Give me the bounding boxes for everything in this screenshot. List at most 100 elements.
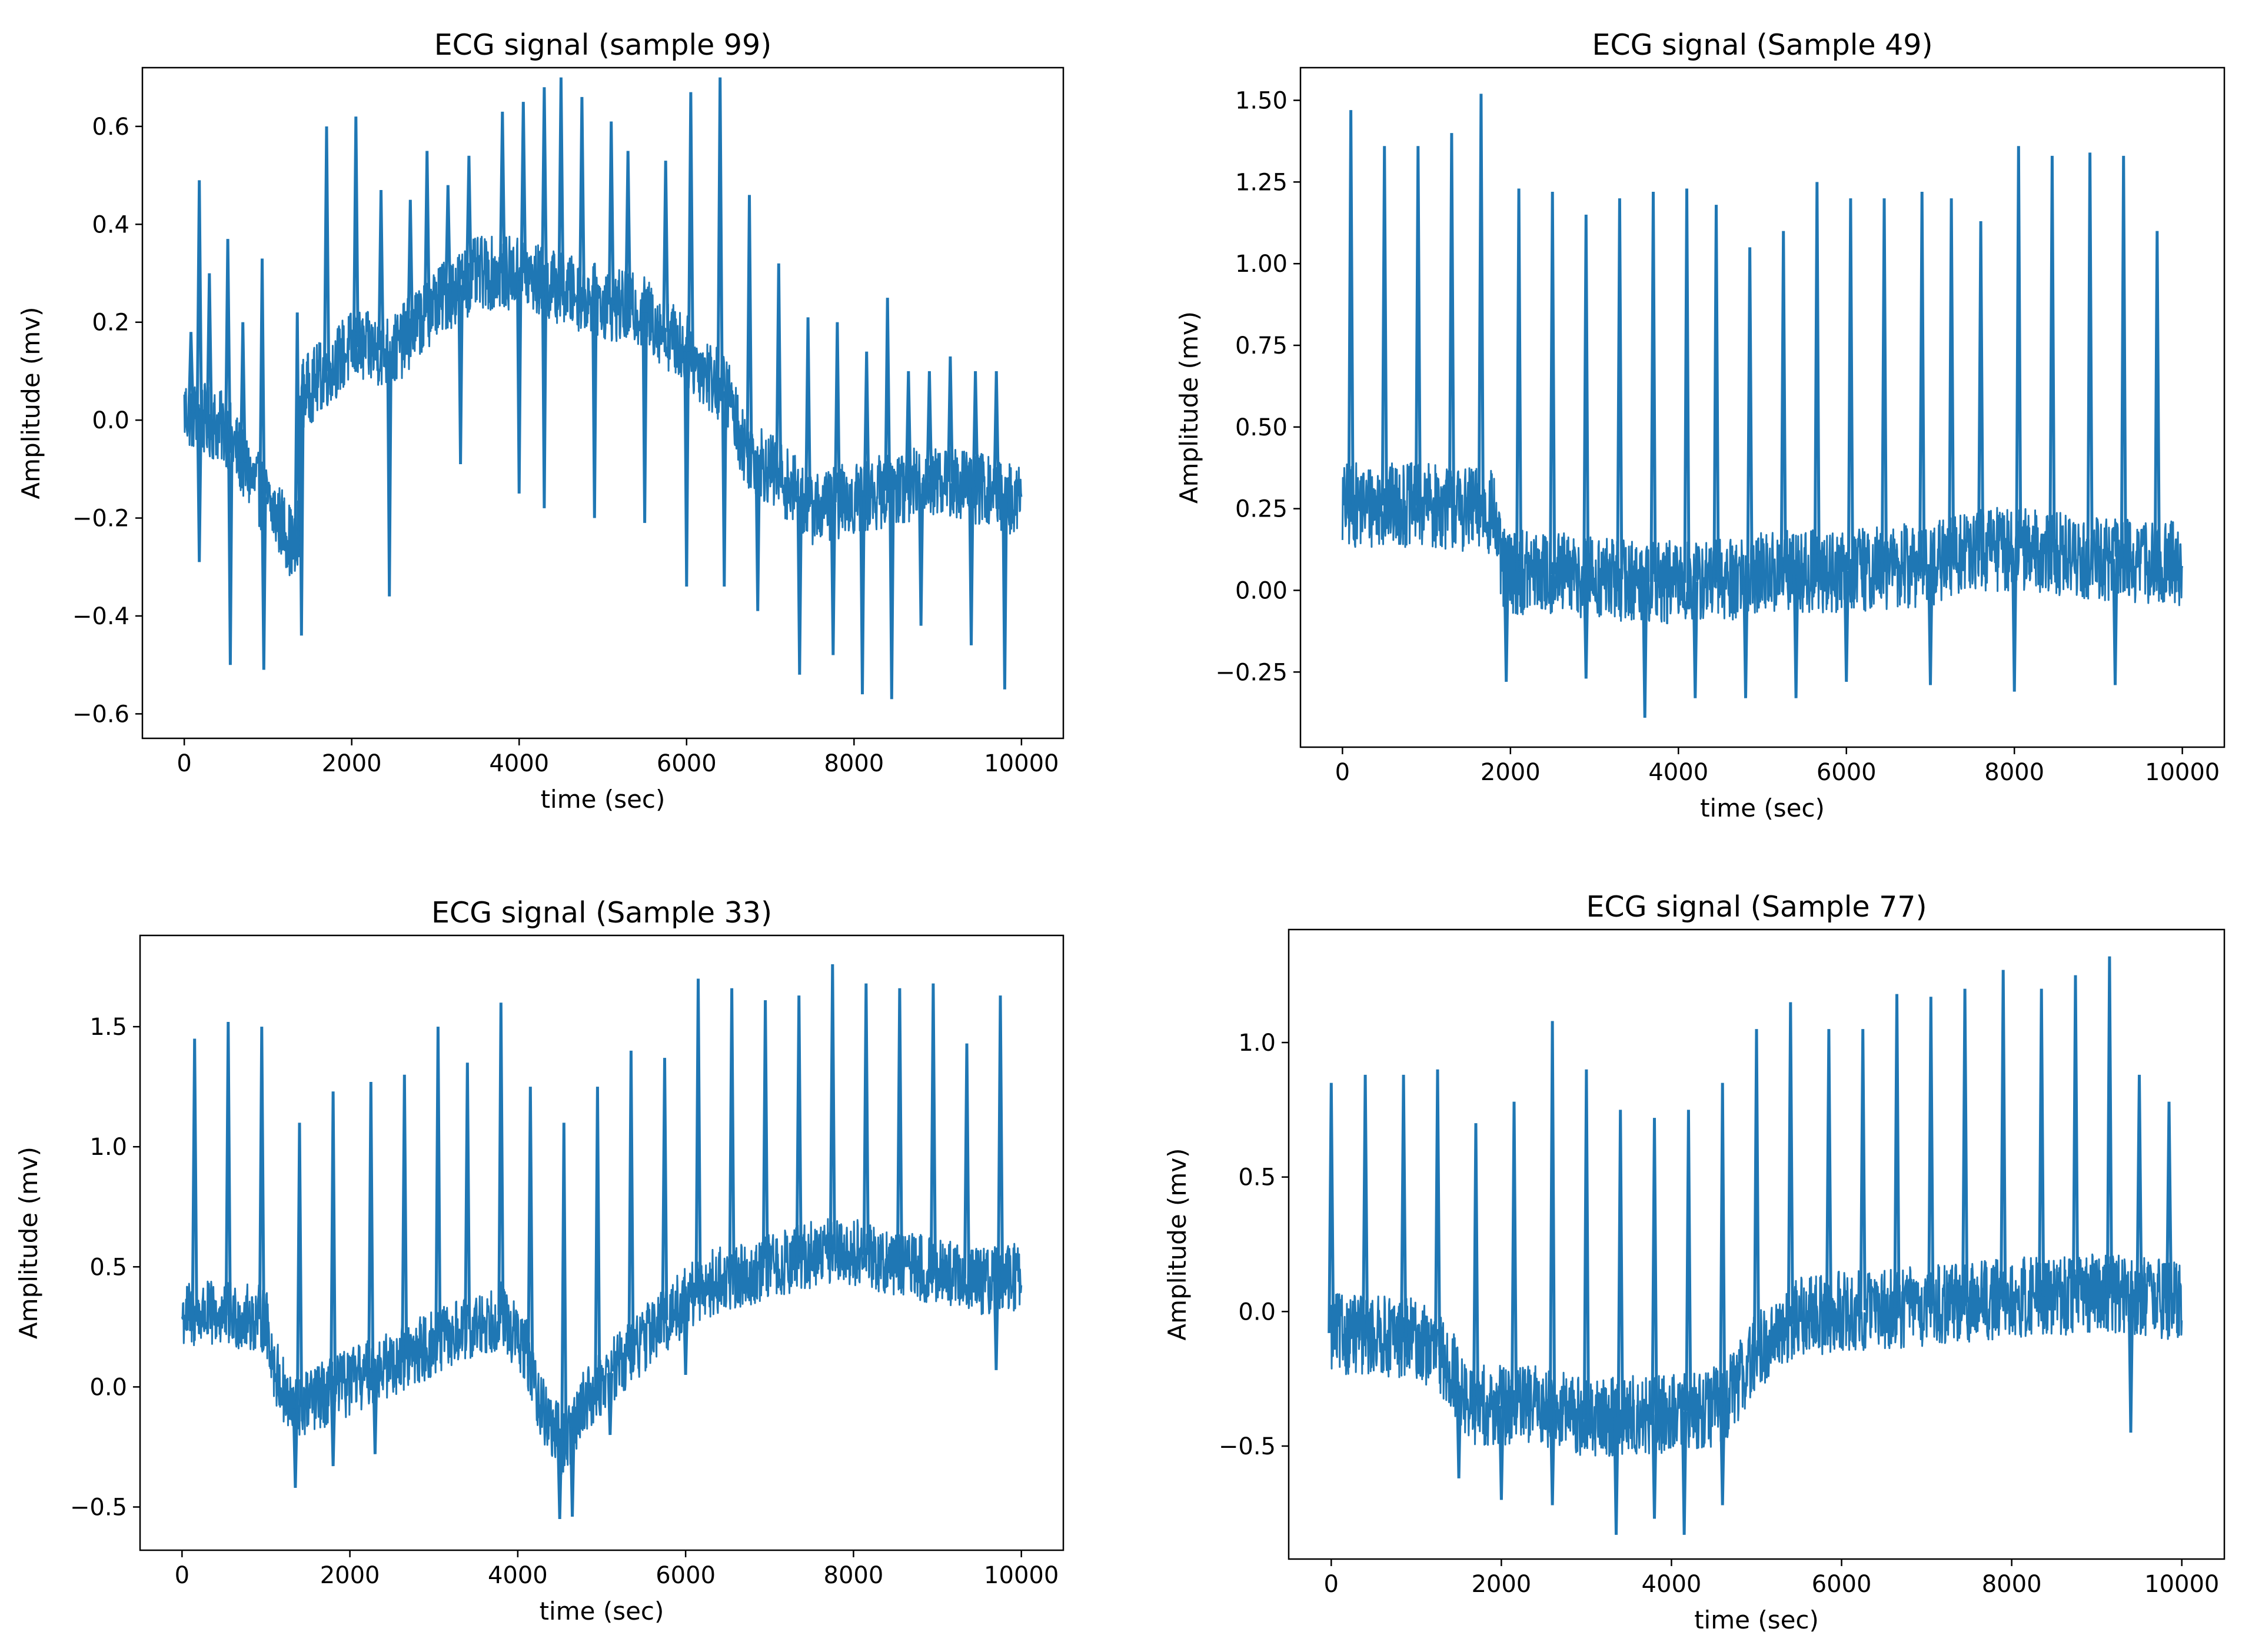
ecg-trough-6 [607, 1373, 614, 1435]
ecg-trough-1 [196, 417, 203, 562]
ecg-peak-6 [1510, 1101, 1518, 1406]
y-tick-label: 0.5 [89, 1254, 127, 1281]
ecg-peak-35 [993, 371, 1000, 495]
ecg-peak-11 [1685, 1110, 1692, 1411]
ecg-peak-28 [833, 322, 841, 502]
ecg-peak-7 [1549, 191, 1556, 575]
ecg-trough-15 [830, 503, 837, 655]
y-axis-label: Amplitude (mv) [1163, 1148, 1192, 1340]
ecg-peak-16 [694, 978, 702, 1290]
ecg-peak-18 [1927, 997, 1935, 1306]
ecg-peak-25 [746, 195, 753, 453]
ecg-peak-26 [775, 263, 783, 477]
ecg-peak-24 [2120, 155, 2127, 560]
ecg-trough-10 [641, 312, 648, 523]
y-tick-label: 0.00 [1235, 577, 1288, 604]
ecg-trough-8 [1927, 564, 1934, 685]
y-tick-label: −0.4 [72, 603, 129, 630]
ecg-peak-12 [1712, 205, 1720, 579]
ecg-peak-8 [1582, 214, 1590, 577]
ecg-trough-3 [372, 1370, 378, 1454]
ecg-trough-16 [859, 496, 866, 695]
ecg-peak-15 [1825, 1029, 1832, 1314]
ecg-trough-12 [721, 391, 728, 587]
ecg-peak-15 [498, 111, 506, 274]
ecg-peak-8 [434, 1027, 442, 1342]
x-axis-label: time (sec) [1700, 794, 1825, 822]
subplot-1: 0 2000 4000 6000 8000 10000 −0.6 −0.4 −0.2 0.0 0.2… [16, 28, 1065, 814]
ecg-trough-3 [261, 497, 267, 670]
ecg-peak-17 [1880, 198, 1888, 568]
ecg-peak-14 [1779, 231, 1787, 574]
ecg-peak-22 [2048, 155, 2056, 552]
ecg-peak-25 [2165, 1101, 2173, 1300]
ecg-signal-line [183, 235, 1023, 577]
plot-title: ECG signal (Sample 33) [431, 896, 772, 930]
ecg-peak-9 [464, 1063, 471, 1330]
ecg-peak-20 [2000, 970, 2007, 1299]
ecg-peak-19 [578, 96, 586, 296]
ecg-peak-10 [1651, 1118, 1658, 1415]
y-tick-label: 0.2 [92, 309, 129, 337]
ecg-peak-7 [1549, 1021, 1556, 1408]
ecg-peak-32 [926, 371, 933, 481]
ecg-trough-5 [386, 351, 392, 597]
ecg-peak-12 [423, 151, 431, 313]
ecg-peak-11 [1683, 188, 1691, 583]
ecg-peak-21 [624, 151, 632, 309]
ecg-peak-20 [829, 964, 836, 1249]
ecg-peak-7 [401, 1074, 408, 1357]
y-tick-label: 0.50 [1235, 414, 1288, 441]
x-tick-label: 2000 [1471, 1571, 1531, 1598]
x-tick-label: 0 [175, 1562, 189, 1589]
ecg-trough-6 [1681, 1411, 1688, 1535]
ecg-peak-5 [330, 1091, 337, 1391]
x-tick-label: 2000 [1481, 759, 1541, 786]
ecg-peak-22 [662, 161, 670, 332]
y-tick-label: 1.00 [1235, 251, 1288, 278]
ecg-peak-18 [1918, 191, 1926, 565]
ecg-peak-8 [1582, 1069, 1590, 1420]
ecg-peak-12 [1719, 1083, 1727, 1406]
y-tick-label: −0.5 [70, 1494, 127, 1521]
ecg-trough-11 [683, 351, 690, 587]
ecg-trough-7 [682, 1301, 689, 1375]
ecg-peak-13 [1752, 1029, 1761, 1352]
x-tick-label: 6000 [657, 750, 717, 777]
plot-title: ECG signal (sample 99) [434, 28, 772, 62]
x-tick-label: 4000 [489, 750, 549, 777]
ecg-trough-9 [591, 299, 598, 518]
ecg-peak-14 [465, 155, 473, 279]
ecg-peak-25 [997, 995, 1004, 1279]
ecg-peak-1 [191, 1038, 198, 1315]
ecg-trough-19 [968, 487, 974, 645]
ecg-peak-14 [1787, 1002, 1794, 1324]
x-tick-label: 10000 [2145, 759, 2220, 786]
x-tick-label: 8000 [1984, 759, 2044, 786]
ecg-signal-line [181, 1218, 1023, 1475]
y-axis-label: Amplitude (mv) [14, 1147, 43, 1339]
ecg-peak-23 [2086, 152, 2094, 557]
ecg-peak-24 [716, 77, 724, 387]
y-tick-label: 0.0 [1238, 1298, 1276, 1325]
x-tick-label: 0 [177, 750, 191, 777]
ecg-peak-24 [2135, 1074, 2143, 1297]
ecg-peak-19 [795, 995, 803, 1259]
ecg-peak-9 [1616, 198, 1624, 579]
ecg-peak-5 [239, 322, 247, 463]
ecg-trough-4 [1692, 581, 1699, 698]
ecg-trough-1 [1455, 1385, 1462, 1478]
ecg-peak-11 [527, 1087, 534, 1366]
y-tick-label: −0.6 [72, 701, 129, 728]
y-tick-label: 0.0 [92, 407, 129, 434]
ecg-trough-8 [2127, 1295, 2134, 1433]
ecg-peak-23 [687, 92, 694, 357]
ecg-trough-13 [754, 459, 761, 611]
x-tick-label: 4000 [1648, 759, 1708, 786]
ecg-trough-1 [292, 1408, 299, 1488]
y-tick-label: 1.0 [89, 1134, 127, 1161]
ecg-trough-5 [569, 1427, 576, 1517]
ecg-peak-19 [1948, 198, 1955, 558]
ecg-peak-15 [661, 1058, 668, 1320]
